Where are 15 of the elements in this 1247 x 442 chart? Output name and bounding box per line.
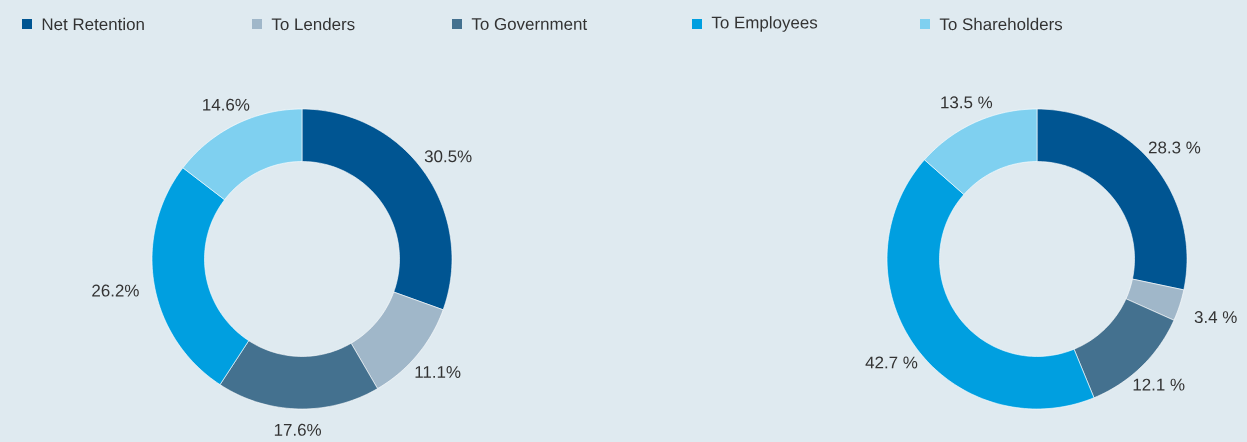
data-label: 17.6%: [274, 423, 322, 436]
data-label: 3.4 %: [1194, 311, 1237, 324]
data-label: 11.1%: [415, 366, 461, 378]
data-label: 12.1 %: [1133, 378, 1185, 391]
data-label: 26.2%: [92, 284, 139, 297]
legend-label: To Lenders: [271, 17, 355, 31]
data-label: 14.6%: [203, 98, 250, 111]
legend-label: To Employees: [711, 16, 818, 32]
legend-label: To Government: [471, 18, 588, 30]
legend-label: To Shareholders: [939, 17, 1063, 31]
data-label: 42.7 %: [865, 356, 918, 369]
data-label: 13.5 %: [941, 96, 993, 109]
legend-label: Net Retention: [42, 17, 144, 31]
data-label: 28.3 %: [1148, 141, 1201, 154]
data-label: 30.5%: [424, 150, 472, 163]
